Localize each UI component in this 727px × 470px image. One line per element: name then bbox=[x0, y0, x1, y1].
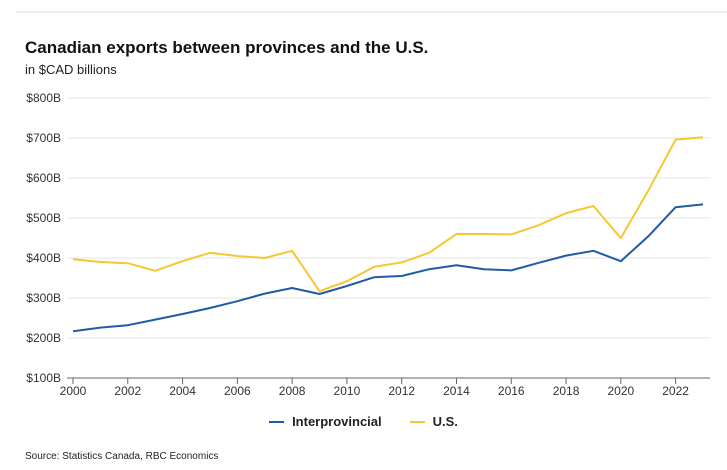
y-tick-label: $700B bbox=[26, 131, 61, 145]
x-tick-label: 2000 bbox=[60, 384, 87, 398]
source-note: Source: Statistics Canada, RBC Economics bbox=[25, 451, 219, 462]
chart-title: Canadian exports between provinces and t… bbox=[25, 38, 429, 57]
x-tick-label: 2006 bbox=[224, 384, 251, 398]
legend-swatch-us bbox=[409, 420, 425, 423]
x-tick-label: 2008 bbox=[279, 384, 306, 398]
legend-label: Interprovincial bbox=[292, 414, 382, 429]
x-tick-label: 2002 bbox=[114, 384, 141, 398]
legend-label: U.S. bbox=[432, 414, 458, 429]
y-tick-label: $600B bbox=[26, 171, 61, 185]
x-tick-label: 2018 bbox=[553, 384, 580, 398]
y-tick-label: $300B bbox=[26, 291, 61, 305]
series-line-interprovincial bbox=[72, 203, 704, 333]
y-axis: $100B $200B $300B $400B $500B $600B $700B $800B bbox=[26, 91, 61, 385]
x-tick-label: 2020 bbox=[607, 384, 634, 398]
y-tick-label: $500B bbox=[26, 211, 61, 225]
legend-item-us[interactable]: U.S. bbox=[409, 414, 458, 429]
y-tick-label: $100B bbox=[26, 371, 61, 385]
x-tick-label: 2010 bbox=[334, 384, 361, 398]
gridlines bbox=[67, 97, 710, 339]
x-axis: 2000 2002 2004 2006 2008 2010 2012 2014 2016 2018… bbox=[60, 377, 710, 398]
series-lines bbox=[72, 136, 704, 333]
x-tick-label: 2012 bbox=[388, 384, 415, 398]
series-line-u-s bbox=[72, 136, 704, 293]
x-tick-label: 2022 bbox=[662, 384, 689, 398]
y-tick-label: $400B bbox=[26, 251, 61, 265]
y-tick-label: $800B bbox=[26, 91, 61, 105]
legend: Interprovincial U.S. bbox=[0, 414, 727, 429]
legend-item-interprovincial[interactable]: Interprovincial bbox=[269, 414, 382, 429]
x-tick-label: 2004 bbox=[169, 384, 196, 398]
y-tick-label: $200B bbox=[26, 331, 61, 345]
chart-subtitle: in $CAD billions bbox=[25, 62, 117, 77]
top-divider bbox=[16, 11, 727, 13]
x-tick-label: 2014 bbox=[443, 384, 470, 398]
x-tick-label: 2016 bbox=[498, 384, 525, 398]
legend-swatch-interprovincial bbox=[269, 420, 285, 423]
